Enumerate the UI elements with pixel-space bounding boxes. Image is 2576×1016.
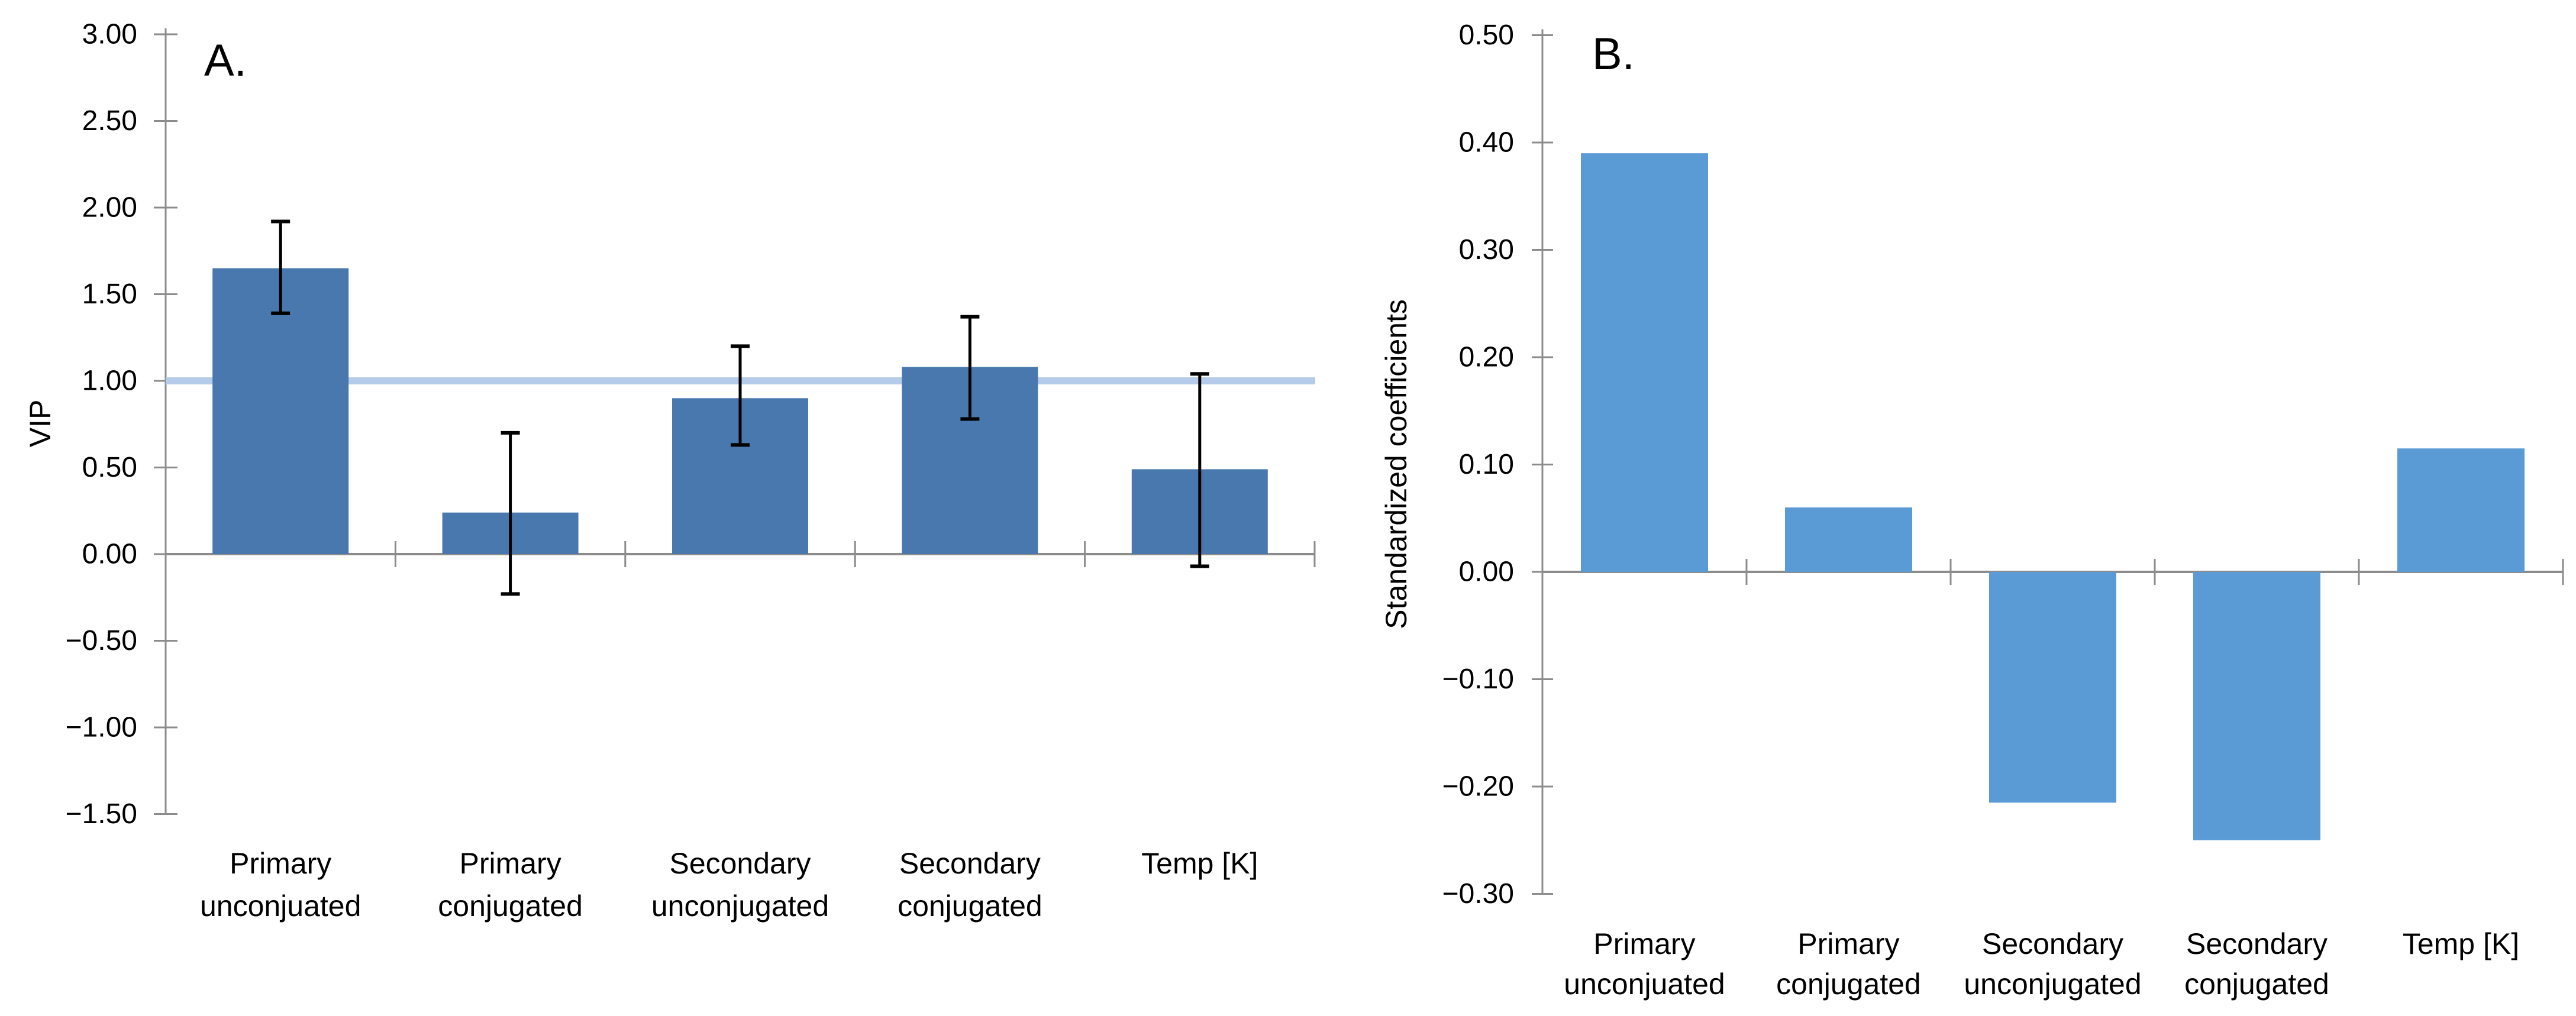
category-label: Temp [K] (1141, 847, 1258, 880)
category-label: unconjuated (200, 889, 361, 923)
category-label: conjugated (438, 889, 583, 923)
category-label: conjugated (2184, 968, 2329, 1001)
y-tick-label: 3.00 (82, 19, 137, 50)
y-tick-label: −1.00 (66, 712, 137, 743)
y-tick-label: 0.00 (1459, 556, 1514, 588)
category-label: conjugated (898, 889, 1042, 923)
y-tick-label: −0.20 (1442, 771, 1514, 803)
error-bar (731, 344, 750, 447)
y-tick-label: 0.50 (1459, 20, 1514, 51)
y-tick-label: 0.10 (1459, 449, 1514, 480)
y-tick-label: 0.00 (82, 539, 137, 570)
panel-a: 3.00 2.50 2.00 1.50 1.00 0.50 0.00 −0.50 −1.00 −1… (24, 19, 1316, 923)
category-label: conjugated (1776, 968, 1921, 1001)
category-label: Primary (459, 847, 561, 880)
panel-b: 0.50 0.40 0.30 0.20 0.10 0.00 −0.10 −0.20 −0.30 P… (1380, 20, 2564, 1001)
panel-letter: B. (1592, 29, 1635, 79)
error-bar (501, 431, 520, 596)
category-label: Secondary (2186, 927, 2328, 960)
category-label: unconjugated (1964, 968, 2141, 1001)
bar (1785, 507, 1912, 572)
category-label: unconjuated (1564, 968, 1725, 1001)
y-tick-label: −0.50 (66, 625, 137, 656)
y-axis-title: VIP (24, 400, 57, 448)
category-label: unconjugated (651, 889, 829, 923)
y-tick-label: 1.50 (82, 279, 137, 310)
panel-letter: A. (204, 35, 247, 86)
bar (212, 268, 349, 554)
y-axis-title: Standardized coefficients (1380, 299, 1413, 629)
y-tick-label: 0.40 (1459, 127, 1514, 158)
error-bar (271, 219, 290, 315)
bar (1581, 153, 1708, 572)
y-tick-label: 2.00 (82, 192, 137, 224)
category-label: Secondary (1982, 927, 2123, 960)
y-tick-label: −0.30 (1442, 878, 1514, 910)
category-label: Primary (1797, 927, 1899, 960)
y-tick-label: 0.20 (1459, 342, 1514, 373)
bar (2193, 572, 2320, 840)
y-tick-label: 0.50 (82, 452, 137, 483)
category-label: Primary (230, 847, 331, 880)
y-tick-label: 0.30 (1459, 234, 1514, 266)
bar (1989, 572, 2116, 803)
error-bar (1190, 372, 1209, 568)
bar (2397, 448, 2525, 572)
error-bar (960, 315, 980, 421)
category-label: Primary (1593, 927, 1695, 960)
y-tick-label: −0.10 (1442, 664, 1514, 695)
category-label: Temp [K] (2403, 927, 2519, 960)
y-tick-label: −1.50 (66, 798, 137, 830)
y-tick-label: 2.50 (82, 105, 137, 137)
y-tick-label: 1.00 (82, 365, 137, 397)
category-label: Secondary (669, 847, 811, 880)
category-label: Secondary (899, 847, 1041, 880)
